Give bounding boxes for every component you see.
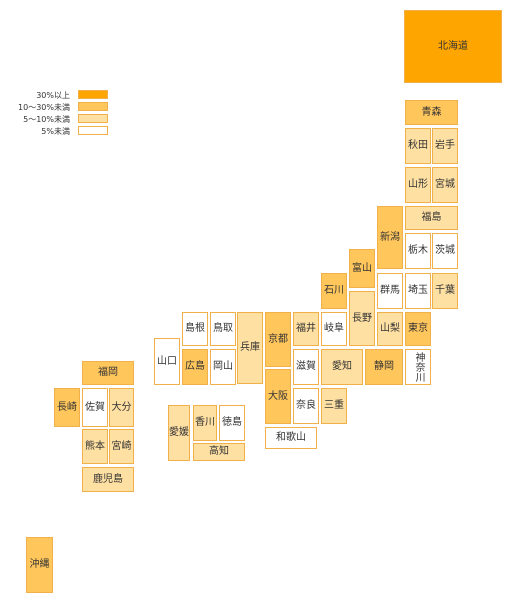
pref-tokyo[interactable]: 東京 [405, 312, 431, 346]
pref-aichi[interactable]: 愛知 [321, 349, 363, 385]
pref-nagasaki[interactable]: 長崎 [54, 388, 80, 427]
pref-ishikawa[interactable]: 石川 [321, 273, 347, 309]
pref-hiroshima[interactable]: 広島 [182, 349, 208, 385]
pref-nara[interactable]: 奈良 [293, 388, 319, 424]
pref-mie[interactable]: 三重 [321, 388, 347, 424]
pref-yamaguchi[interactable]: 山口 [154, 338, 180, 385]
pref-miyazaki[interactable]: 宮崎 [109, 429, 134, 464]
pref-tochigi[interactable]: 栃木 [405, 233, 431, 269]
pref-oita[interactable]: 大分 [109, 388, 134, 427]
pref-toyama[interactable]: 富山 [349, 249, 375, 288]
legend-item-5-10: 5～10%未満 [0, 114, 112, 125]
pref-gunma[interactable]: 群馬 [377, 273, 403, 309]
pref-nagano[interactable]: 長野 [349, 291, 375, 346]
legend-item-under-5: 5%未満 [0, 126, 112, 137]
pref-shizuoka[interactable]: 静岡 [365, 349, 403, 385]
pref-aomori[interactable]: 青森 [405, 100, 458, 125]
pref-tottori[interactable]: 鳥取 [210, 312, 236, 346]
pref-kochi[interactable]: 高知 [193, 443, 245, 461]
legend-swatch [78, 90, 108, 99]
legend-swatch [78, 114, 108, 123]
legend-item-30-plus: 30%以上 [0, 90, 112, 101]
pref-kagawa[interactable]: 香川 [193, 405, 217, 441]
legend-swatch [78, 102, 108, 111]
pref-hokkaido[interactable]: 北海道 [404, 10, 502, 83]
pref-okinawa[interactable]: 沖縄 [26, 537, 53, 593]
pref-tokushima[interactable]: 徳島 [219, 405, 245, 441]
pref-kyoto[interactable]: 京都 [265, 312, 291, 367]
pref-fukushima[interactable]: 福島 [405, 206, 458, 230]
pref-okayama[interactable]: 岡山 [210, 349, 236, 385]
pref-yamagata[interactable]: 山形 [405, 167, 431, 203]
pref-fukui[interactable]: 福井 [293, 312, 319, 346]
pref-ibaraki[interactable]: 茨城 [432, 233, 458, 269]
legend-swatch [78, 126, 108, 135]
pref-yamanashi[interactable]: 山梨 [377, 312, 403, 346]
pref-gifu[interactable]: 岐阜 [321, 312, 347, 346]
pref-miyagi[interactable]: 宮城 [432, 167, 458, 203]
pref-saitama[interactable]: 埼玉 [405, 273, 431, 309]
pref-shiga[interactable]: 滋賀 [293, 349, 319, 385]
legend-label: 10～30%未満 [18, 103, 70, 112]
legend-label: 30%以上 [36, 91, 70, 100]
pref-fukuoka[interactable]: 福岡 [82, 361, 134, 385]
pref-ehime[interactable]: 愛媛 [168, 405, 190, 461]
pref-hyogo[interactable]: 兵庫 [237, 312, 263, 384]
pref-saga[interactable]: 佐賀 [82, 388, 108, 427]
pref-wakayama[interactable]: 和歌山 [265, 427, 317, 449]
legend-item-10-30: 10～30%未満 [0, 102, 112, 113]
pref-kumamoto[interactable]: 熊本 [82, 429, 108, 464]
pref-osaka[interactable]: 大阪 [265, 369, 291, 424]
pref-niigata[interactable]: 新潟 [377, 206, 403, 269]
pref-chiba[interactable]: 千葉 [432, 273, 458, 309]
pref-kagoshima[interactable]: 鹿児島 [82, 467, 134, 492]
pref-kanagawa[interactable]: 神奈川 [405, 349, 431, 385]
legend-label: 5%未満 [41, 127, 70, 136]
pref-akita[interactable]: 秋田 [405, 128, 431, 164]
pref-shimane[interactable]: 島根 [182, 312, 208, 346]
legend-label: 5～10%未満 [23, 115, 70, 124]
pref-iwate[interactable]: 岩手 [432, 128, 458, 164]
